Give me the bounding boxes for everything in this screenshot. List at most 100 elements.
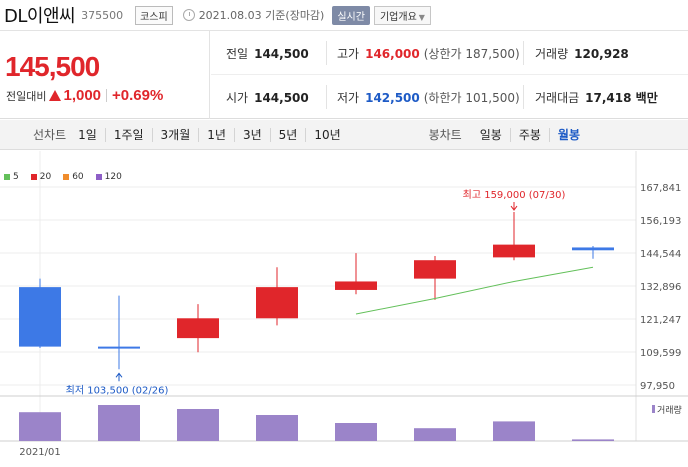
range-1w-button[interactable]: 1주일 — [104, 127, 152, 142]
divider — [326, 85, 327, 109]
x-tick-label: 2021/01 — [19, 447, 61, 458]
legend-swatch — [63, 174, 70, 180]
change-row: 전일대비 1,000 +0.69% — [6, 87, 163, 104]
stat-value: 144,500 — [254, 91, 309, 105]
stat-prev: 전일 144,500 — [226, 45, 309, 62]
volume-bar — [256, 415, 298, 441]
current-price-box: 145,500 전일대비 1,000 +0.69% — [0, 31, 210, 119]
candle-monthly-button[interactable]: 월봉 — [548, 127, 588, 142]
range-3m-button[interactable]: 3개월 — [151, 127, 199, 142]
y-tick-label: 167,841 — [640, 183, 681, 194]
stat-sub: (상한가 187,500) — [423, 47, 520, 61]
stat-label: 전일 — [226, 47, 249, 61]
y-tick-label: 121,247 — [640, 315, 681, 326]
divider — [326, 41, 327, 65]
stat-value: 120,928 — [574, 47, 629, 61]
ma20-line — [355, 266, 594, 315]
stat-open: 시가 144,500 — [226, 89, 309, 106]
change-value: 1,000 — [63, 87, 102, 104]
stat-volume: 거래량 120,928 — [535, 45, 629, 62]
high-arrow-head — [510, 205, 518, 211]
ma-legend: 5 20 60 120 — [4, 172, 134, 182]
divider — [106, 89, 108, 102]
stat-value: 146,000 — [365, 47, 420, 61]
stat-row: 시가 144,500 저가 142,500 (하한가 101,500) 거래대금 17,… — [211, 75, 688, 119]
chart-toolbar: 선차트 1일 1주일 3개월 1년 3년 5년 10년 봉차트 일봉 주봉 월봉 — [0, 120, 688, 150]
stat-label: 시가 — [226, 91, 249, 105]
range-1d-button[interactable]: 1일 — [78, 127, 97, 142]
y-tick-label: 144,544 — [640, 249, 681, 260]
stat-amount: 거래대금 17,418 백만 — [535, 89, 658, 106]
price-chart: 5 20 60 120 167,841 156,193 144,544 132,896… — [0, 151, 688, 467]
y-tick-label: 109,599 — [640, 348, 681, 359]
range-1y-button[interactable]: 1년 — [198, 127, 234, 142]
stock-header: DL이앤씨 375500 코스피 2021.08.03 기준(장마감) 실시간 … — [0, 0, 688, 31]
y-tick-label: 132,896 — [640, 282, 681, 293]
legend-swatch — [30, 174, 37, 180]
stat-low: 저가 142,500 (하한가 101,500) — [337, 89, 520, 106]
volume-legend-swatch — [652, 405, 655, 413]
y-tick-label: 97,950 — [640, 381, 675, 392]
low-annotation: 최저 103,500 (02/26) — [66, 384, 169, 396]
stat-label: 거래대금 — [535, 91, 580, 105]
volume-bar — [335, 423, 377, 441]
stat-high: 고가 146,000 (상한가 187,500) — [337, 45, 520, 62]
legend-label: 60 — [72, 172, 84, 182]
up-arrow-icon — [49, 90, 62, 101]
current-price: 145,500 — [5, 51, 100, 82]
legend-item-ma5: 5 — [4, 172, 19, 182]
candle-body — [414, 260, 456, 279]
volume-bar — [414, 428, 456, 441]
divider — [523, 85, 524, 109]
company-info-dropdown[interactable]: 기업개요 ▼ — [373, 5, 431, 25]
realtime-button[interactable]: 실시간 — [332, 5, 370, 25]
legend-swatch — [95, 174, 102, 180]
legend-label: 120 — [104, 172, 122, 182]
divider — [523, 41, 524, 65]
candle-daily-button[interactable]: 일봉 — [479, 127, 502, 142]
range-10y-button[interactable]: 10년 — [305, 127, 348, 142]
stat-value: 144,500 — [254, 47, 309, 61]
stat-label: 거래량 — [535, 47, 569, 61]
high-annotation: 최고 159,000 (07/30) — [463, 189, 566, 201]
quote-panel: 145,500 전일대비 1,000 +0.69% 전일 144,500 고가 14… — [0, 31, 688, 119]
legend-label: 20 — [39, 172, 52, 182]
stock-code: 375500 — [81, 8, 124, 22]
stat-row: 전일 144,500 고가 146,000 (상한가 187,500) 거래량 120,… — [211, 31, 688, 75]
stat-value: 17,418 백만 — [585, 91, 658, 105]
chevron-down-icon: ▼ — [418, 12, 425, 22]
company-info-label: 기업개요 — [379, 11, 417, 23]
legend-item-ma60: 60 — [63, 172, 84, 182]
legend-item-ma20: 20 — [30, 172, 52, 182]
candle-body — [493, 244, 535, 258]
y-tick-label: 156,193 — [640, 216, 681, 227]
volume-bar — [177, 409, 219, 441]
range-3y-button[interactable]: 3년 — [233, 127, 270, 142]
range-5y-button[interactable]: 5년 — [269, 127, 306, 142]
line-chart-label: 선차트 — [33, 128, 67, 142]
legend-swatch — [4, 174, 10, 180]
legend-item-ma120: 120 — [95, 172, 122, 182]
change-label: 전일대비 — [6, 89, 47, 103]
candle-chart-label: 봉차트 — [428, 128, 462, 142]
low-arrow-head — [115, 372, 123, 378]
volume-bar — [19, 412, 61, 441]
stat-sub: (하한가 101,500) — [423, 91, 520, 105]
clock-icon — [182, 9, 195, 21]
candle-body — [19, 287, 61, 347]
stat-label: 고가 — [337, 47, 360, 61]
candle-weekly-button[interactable]: 주봉 — [509, 127, 549, 142]
stock-name: DL이앤씨 — [4, 6, 76, 27]
volume-bar — [572, 439, 614, 441]
stat-value: 142,500 — [365, 91, 420, 105]
candle-body — [572, 247, 614, 251]
stat-label: 저가 — [337, 91, 360, 105]
volume-bar — [493, 421, 535, 441]
market-badge: 코스피 — [135, 5, 173, 25]
stat-grid: 전일 144,500 고가 146,000 (상한가 187,500) 거래량 120,… — [211, 31, 688, 119]
candle-body — [177, 318, 219, 339]
chart-canvas: 167,841 156,193 144,544 132,896 121,247 109,5… — [0, 151, 688, 458]
change-percent: +0.69% — [112, 87, 164, 104]
candle-body — [256, 287, 298, 319]
quote-date: 2021.08.03 기준(장마감) — [198, 9, 325, 22]
